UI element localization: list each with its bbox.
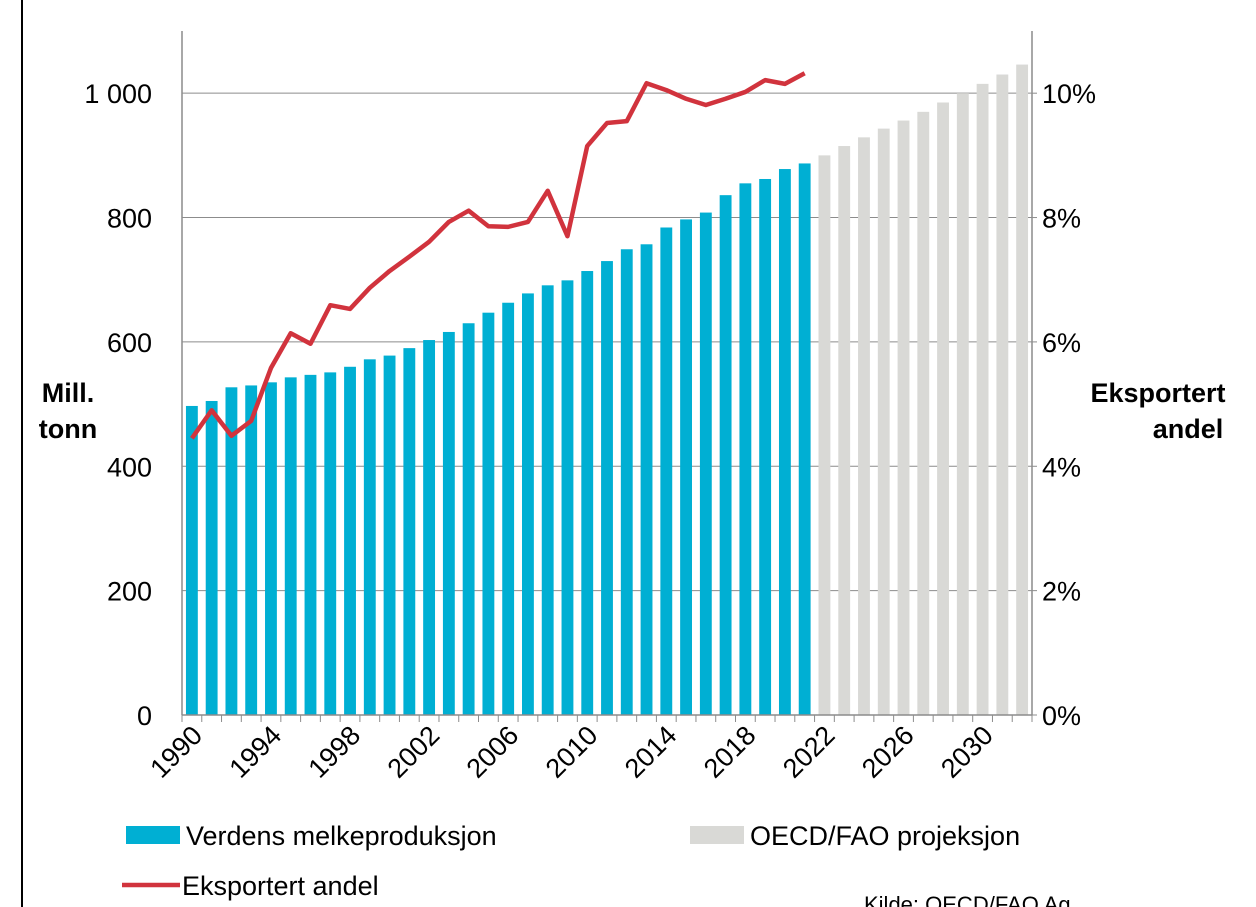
y2-tick-label: 2% [1042,577,1081,607]
y2-tick-label: 0% [1042,701,1081,731]
source: Kilde: OECD/FAO Ag [864,892,1071,907]
x-tick-label: 2002 [382,720,446,784]
bar [897,120,910,716]
x-tick-label: 2014 [619,720,683,784]
legend-swatch [126,826,180,844]
x-tick-label: 2026 [856,720,920,784]
bar [858,137,870,715]
y-axis-label: tonn [39,414,97,444]
bar [284,377,297,715]
bar [423,340,436,715]
bar [699,212,712,715]
bar [245,385,258,715]
bar [877,128,890,715]
x-tick-label: 2006 [461,720,525,784]
x-tick-label: 2018 [698,720,762,784]
bar [838,146,851,715]
bar [759,178,772,715]
legend-label: Verdens melkeproduksjon [186,821,497,851]
bar [442,331,455,715]
bar [502,302,515,715]
bar [917,111,930,715]
x-tick-label: 1998 [303,720,367,784]
y-tick-label: 200 [107,577,152,607]
y2-tick-label: 4% [1042,452,1081,482]
bar [976,83,989,715]
legend-swatch [690,826,744,844]
x-tick-label: 1990 [144,720,208,784]
y-tick-label: 600 [107,328,152,358]
y2-tick-label: 8% [1042,204,1081,234]
bar [541,285,554,715]
bar [778,169,791,715]
bar [363,359,376,715]
bar [620,249,633,715]
bar [522,293,534,715]
bar [304,374,317,715]
bar [581,271,594,715]
bar [225,387,238,715]
bar [719,195,732,715]
bar [818,155,831,715]
x-tick-label: 1994 [224,720,288,784]
bar [482,312,495,715]
bar [265,382,277,715]
legend-label: OECD/FAO projeksjon [750,821,1020,851]
y-tick-label: 0 [137,701,152,731]
x-tick-label: 2022 [777,720,841,784]
bar [561,280,574,715]
bar [383,355,396,715]
bar [185,405,198,715]
line [190,71,806,440]
x-tick-label: 2010 [540,720,604,784]
legend-label: Eksportert andel [182,871,379,901]
bar [680,219,692,716]
bar [205,400,218,715]
y-tick-label: 800 [107,204,152,234]
bar [660,227,673,715]
y2-tick-label: 6% [1042,328,1081,358]
y2-axis-label: andel [1153,414,1224,444]
bar [798,163,811,715]
bar [1016,64,1029,715]
x-tick-label: 2030 [935,720,999,784]
y2-tick-label: 10% [1042,79,1096,109]
bar [462,323,475,715]
bar [403,348,416,715]
bar [739,183,752,715]
bar [996,74,1009,715]
y-axis-label: Mill. [42,378,95,408]
bar [937,102,949,715]
bar [324,372,337,715]
y-tick-label: 1 000 [84,79,152,109]
bar [956,93,969,715]
bar [640,244,653,715]
bar [601,261,613,715]
y2-axis-label: Eksportert [1090,378,1225,408]
y-tick-label: 400 [107,452,152,482]
bar [344,366,356,715]
